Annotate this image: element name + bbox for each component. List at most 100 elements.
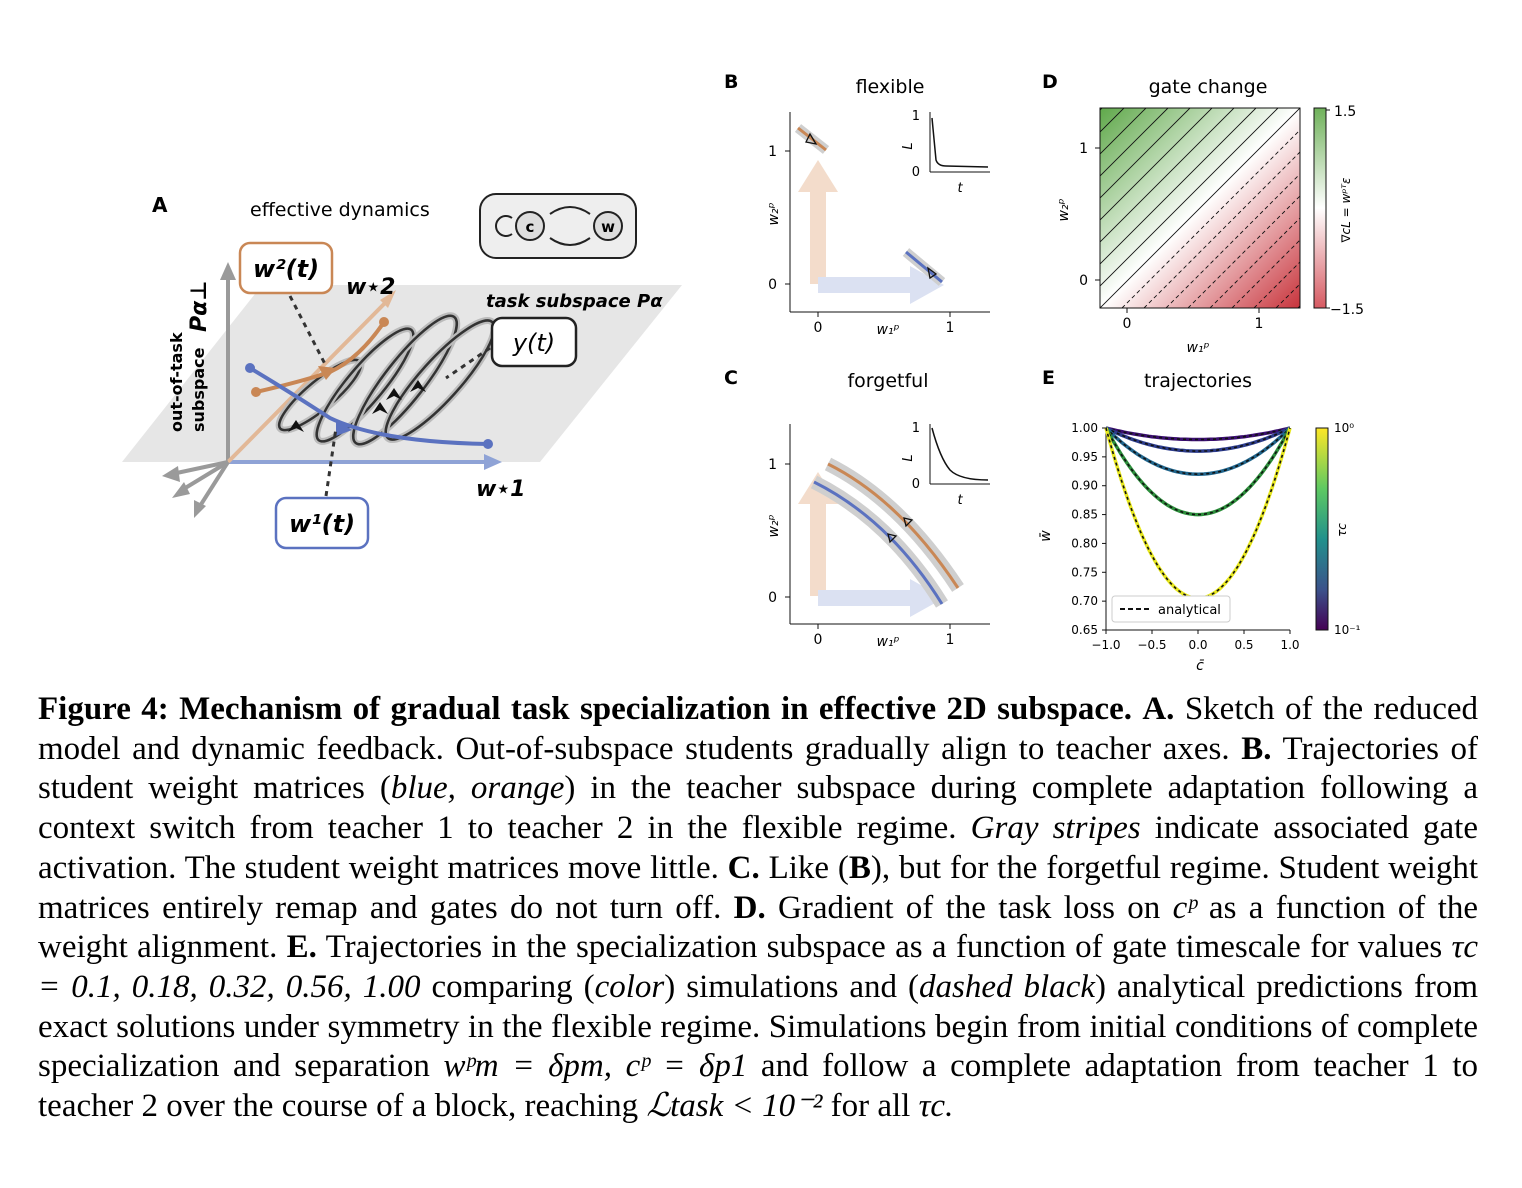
trajectories-series — [1104, 426, 1292, 601]
panel-b-title: flexible — [856, 76, 925, 98]
panel-d-cb-label: ∇cL = wᵖᵀε — [1339, 177, 1353, 244]
caption-c-text-2: ), but for the forgetful regime. Student… — [38, 849, 1479, 926]
contour-line — [1100, 108, 1169, 177]
y-tick-label: 0.95 — [1071, 450, 1098, 464]
c-to-w-arrow — [549, 206, 591, 215]
panel-b-inset: 1 0 L t — [901, 109, 990, 196]
figure-4: A effective dynamics task subspace Pα c … — [122, 71, 1364, 674]
contour-line — [1121, 129, 1300, 308]
contour-line — [1100, 108, 1147, 155]
contour-line — [1100, 108, 1213, 221]
caption-e-symbol-4: τc. — [918, 1088, 954, 1125]
contour-line — [1297, 305, 1300, 308]
panel-d-title: gate change — [1149, 76, 1268, 98]
panel-c-inset: 1 0 L t — [901, 421, 990, 508]
panel-d-xlabel: w₁ᵖ — [1186, 340, 1209, 356]
out-axis-2 — [180, 460, 230, 492]
out-axis-3 — [198, 460, 230, 508]
svg-text:0: 0 — [1079, 273, 1088, 289]
caption-d-text-2: as a function of the weight alignment. — [38, 889, 1479, 966]
caption-e-symbol-2: wᵖm = δpm, cᵖ = δp1 — [443, 1048, 748, 1085]
svg-text:0: 0 — [768, 277, 777, 293]
panel-b-letter: B — [724, 71, 738, 93]
self-loop-arrow — [495, 215, 513, 237]
caption-e-text-6: for all — [830, 1088, 911, 1125]
contour-line — [1165, 173, 1300, 308]
contour-line — [1100, 108, 1300, 308]
svg-text:out-of-task: out-of-task — [167, 332, 186, 432]
svg-text:0: 0 — [814, 320, 823, 336]
loop-arrowheads — [288, 380, 426, 432]
x-tick-label: −0.5 — [1137, 638, 1166, 652]
panel-e-cb-bottom: 10⁻¹ — [1334, 623, 1361, 637]
caption-figure-label: Figure 4: Mechanism of gradual task spec… — [38, 691, 1132, 727]
svg-text:1: 1 — [912, 109, 920, 124]
caption-c-text-1: Like ( — [768, 849, 849, 886]
caption-e-text-5: and follow a complete adaptation from te… — [38, 1048, 1479, 1125]
oscillation-loops — [275, 312, 498, 448]
panel-d-colorbar — [1313, 107, 1327, 309]
analytical-line-0 — [1105, 427, 1291, 441]
w1-trajectory — [248, 366, 489, 446]
wstar2-label: w⋆2 — [346, 275, 395, 300]
caption-b-italic-2: Gray stripes — [970, 810, 1141, 847]
w2-label-box — [238, 241, 334, 295]
caption-e-italic-1: color — [594, 968, 665, 1005]
figure-caption: Figure 4: Mechanism of gradual task spec… — [38, 690, 1478, 1127]
caption-e-label: E. — [286, 929, 317, 966]
panel-c: C forgetful 1 0 0 1 w₁ᵖ w₂ᵖ 1 0 L t — [724, 367, 990, 650]
caption-b-text-2: ) in the teacher subspace during complet… — [38, 770, 1478, 847]
svg-text:t: t — [957, 181, 963, 196]
y-tick-label: 0.90 — [1071, 479, 1098, 493]
caption-c-ref: B — [848, 849, 871, 886]
x-tick-label: 0.5 — [1234, 638, 1253, 652]
panel-e-letter: E — [1042, 367, 1055, 389]
panel-b-xlabel: w₁ᵖ — [876, 322, 899, 338]
series-line-2 — [1104, 426, 1292, 476]
panel-c-ylabel: w₂ᵖ — [766, 514, 782, 537]
caption-b-label: B. — [1241, 730, 1272, 767]
caption-d-text-1: Gradient of the task loss on — [778, 889, 1161, 926]
panel-b: B flexible 1 0 0 1 w₁ᵖ w₂ᵖ 1 0 L t — [724, 71, 990, 338]
panel-d-letter: D — [1042, 71, 1058, 93]
panel-a: A effective dynamics task subspace Pα c … — [122, 193, 682, 550]
out-axis-1 — [171, 460, 229, 476]
y-tick-label: 0.85 — [1071, 508, 1098, 522]
panel-a-letter: A — [152, 193, 168, 217]
panel-c-title: forgetful — [847, 370, 928, 392]
c-node — [515, 211, 545, 241]
svg-text:0: 0 — [1123, 316, 1132, 332]
y-tick-label: 1.00 — [1071, 421, 1098, 435]
trajectories-axes: 1.00 0.95 0.90 0.85 0.80 0.75 0.70 0.65−1.0 −0.5… — [1071, 421, 1299, 652]
wstar1-label: w⋆1 — [476, 477, 525, 502]
w-node-label: w — [601, 218, 615, 236]
analytical-line-3 — [1105, 427, 1291, 516]
panel-c-orange-trajectory — [827, 462, 960, 589]
analytical-line-1 — [1105, 427, 1291, 452]
y-tick-label: 0.75 — [1071, 565, 1098, 579]
caption-b-italic-1: blue, orange — [390, 770, 565, 807]
y-tick-label: 0.65 — [1071, 623, 1098, 637]
legend-box — [1111, 595, 1231, 623]
svg-text:Pα⊥: Pα⊥ — [187, 281, 212, 332]
panel-e-colorbar — [1315, 427, 1329, 631]
panel-c-xlabel: w₁ᵖ — [876, 634, 899, 650]
vertical-axis-head — [220, 262, 236, 280]
panel-d-ylabel: w₂ᵖ — [1056, 198, 1072, 221]
panel-c-blue-trajectory — [813, 480, 944, 605]
x-tick-label: 1.0 — [1280, 638, 1299, 652]
x-tick-label: 0.0 — [1188, 638, 1207, 652]
contour-line — [1100, 108, 1279, 287]
panel-e-cb-top: 10⁰ — [1334, 421, 1354, 435]
caption-b-text-3: indicate associated gate activation. The… — [38, 810, 1478, 886]
panel-e: E trajectories 1.00 0.95 0.90 0.85 0.80 0.75 0… — [1038, 367, 1361, 674]
caption-e-italic-2: dashed black — [919, 968, 1095, 1005]
caption-a-text: Sketch of the reduced model and dynamic … — [38, 691, 1478, 767]
panel-c-letter: C — [724, 367, 738, 389]
y-tick-label: 0.80 — [1071, 536, 1098, 550]
caption-a-label: A. — [1142, 691, 1175, 727]
feedback-loop-box — [479, 193, 637, 259]
wstar1-axis-head — [484, 454, 502, 470]
panel-e-ylabel: w̄ — [1038, 530, 1054, 542]
wstar2-axis — [226, 298, 390, 464]
